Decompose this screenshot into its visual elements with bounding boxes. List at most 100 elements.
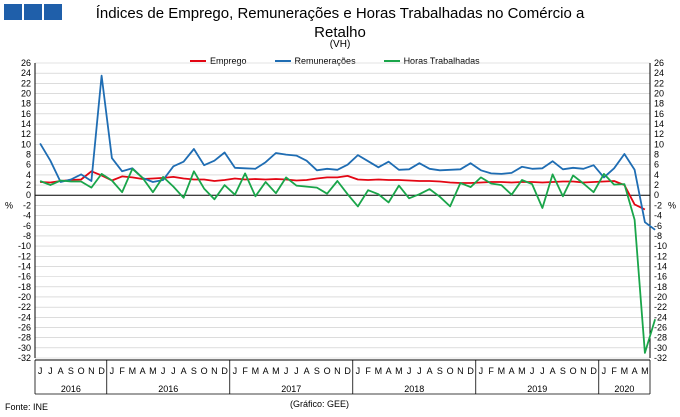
x-tick-label: A xyxy=(427,366,433,376)
y-tick-label-right: 16 xyxy=(654,109,664,119)
source-note: Fonte: INE xyxy=(5,402,49,412)
y-tick-label-left: -26 xyxy=(18,322,31,332)
y-tick-label-right: 26 xyxy=(654,58,664,68)
y-tick-label-left: 8 xyxy=(26,150,31,160)
x-tick-label: M xyxy=(129,366,137,376)
x-tick-label: D xyxy=(221,366,228,376)
brand-logo xyxy=(4,4,62,20)
x-tick-label: A xyxy=(550,366,556,376)
y-tick-label-right: -4 xyxy=(654,211,662,221)
x-tick-label: S xyxy=(314,366,320,376)
y-tick-label-right: -20 xyxy=(654,292,667,302)
x-tick-label: M xyxy=(252,366,260,376)
y-tick-label-left: -6 xyxy=(23,221,31,231)
x-tick-label: M xyxy=(375,366,383,376)
y-tick-label-right: 4 xyxy=(654,170,659,180)
y-tick-label-right: 24 xyxy=(654,68,664,78)
y-tick-label-right: 8 xyxy=(654,150,659,160)
x-tick-label: J xyxy=(479,366,484,376)
year-label: 2016 xyxy=(61,384,81,394)
y-tick-label-right: -12 xyxy=(654,251,667,261)
y-tick-label-right: 20 xyxy=(654,89,664,99)
x-tick-label: F xyxy=(365,366,371,376)
x-tick-label: O xyxy=(324,366,331,376)
x-tick-label: A xyxy=(632,366,638,376)
year-label: 2020 xyxy=(614,384,634,394)
x-tick-label: F xyxy=(119,366,125,376)
legend-swatch-emprego xyxy=(190,60,206,62)
chart-title: Índices de Emprego, Remunerações e Horas… xyxy=(95,5,585,41)
x-tick-label: A xyxy=(304,366,310,376)
x-tick-label: M xyxy=(518,366,526,376)
x-tick-label: N xyxy=(580,366,587,376)
y-tick-label-left: 10 xyxy=(21,139,31,149)
y-tick-label-right: 18 xyxy=(654,99,664,109)
x-tick-label: J xyxy=(233,366,238,376)
y-tick-label-right: 12 xyxy=(654,129,664,139)
y-tick-label-left: 2 xyxy=(26,180,31,190)
x-tick-label: O xyxy=(447,366,454,376)
year-label: 2018 xyxy=(404,384,424,394)
x-tick-label: A xyxy=(386,366,392,376)
y-tick-label-left: -10 xyxy=(18,241,31,251)
logo-square xyxy=(44,4,62,20)
y-tick-label-left: 4 xyxy=(26,170,31,180)
x-tick-label: S xyxy=(437,366,443,376)
x-tick-label: J xyxy=(48,366,53,376)
year-label: 2019 xyxy=(527,384,547,394)
y-tick-label-left: -22 xyxy=(18,302,31,312)
x-tick-label: N xyxy=(334,366,341,376)
y-tick-label-right: -8 xyxy=(654,231,662,241)
x-tick-label: N xyxy=(457,366,464,376)
legend-swatch-horas xyxy=(383,60,400,62)
x-tick-label: A xyxy=(58,366,64,376)
y-tick-label-right: -2 xyxy=(654,200,662,210)
x-tick-label: A xyxy=(181,366,187,376)
y-tick-label-right: -16 xyxy=(654,272,667,282)
series-line-horas xyxy=(39,167,656,354)
legend-label-remuneracoes: Remunerações xyxy=(294,56,356,66)
x-tick-label: M xyxy=(498,366,506,376)
y-tick-label-left: -18 xyxy=(18,282,31,292)
y-axis-label-left: % xyxy=(5,200,13,210)
y-tick-label-left: 24 xyxy=(21,68,31,78)
y-tick-label-left: 14 xyxy=(21,119,31,129)
legend-swatch-remuneracoes xyxy=(274,60,291,62)
legend-item-horas: Horas Trabalhadas xyxy=(383,56,480,66)
x-tick-label: M xyxy=(621,366,629,376)
y-tick-label-left: -24 xyxy=(18,312,31,322)
y-tick-label-left: 26 xyxy=(21,58,31,68)
y-tick-label-right: -6 xyxy=(654,221,662,231)
y-tick-label-right: 10 xyxy=(654,139,664,149)
y-tick-label-left: -32 xyxy=(18,353,31,363)
y-tick-label-left: 18 xyxy=(21,99,31,109)
y-tick-label-right: 14 xyxy=(654,119,664,129)
series-line-remuneracoes xyxy=(39,74,656,231)
y-tick-label-left: -30 xyxy=(18,343,31,353)
x-tick-label: S xyxy=(560,366,566,376)
x-tick-label: M xyxy=(641,366,649,376)
y-tick-label-right: -30 xyxy=(654,343,667,353)
legend-item-emprego: Emprego xyxy=(190,56,247,66)
y-tick-label-left: 16 xyxy=(21,109,31,119)
x-tick-label: J xyxy=(540,366,545,376)
x-tick-label: A xyxy=(140,366,146,376)
credit-note: (Gráfico: GEE) xyxy=(290,399,350,409)
x-tick-label: J xyxy=(110,366,115,376)
x-tick-label: J xyxy=(294,366,299,376)
x-tick-label: J xyxy=(417,366,422,376)
x-tick-label: N xyxy=(211,366,218,376)
x-tick-label: J xyxy=(530,366,535,376)
x-tick-label: D xyxy=(98,366,105,376)
y-tick-label-right: -24 xyxy=(654,312,667,322)
logo-square xyxy=(4,4,22,20)
y-tick-label-right: -22 xyxy=(654,302,667,312)
y-tick-label-right: -10 xyxy=(654,241,667,251)
x-tick-label: S xyxy=(68,366,74,376)
y-tick-label-right: -18 xyxy=(654,282,667,292)
y-tick-label-left: -4 xyxy=(23,211,31,221)
x-tick-label: J xyxy=(602,366,607,376)
x-tick-label: F xyxy=(611,366,617,376)
y-tick-label-right: -32 xyxy=(654,353,667,363)
